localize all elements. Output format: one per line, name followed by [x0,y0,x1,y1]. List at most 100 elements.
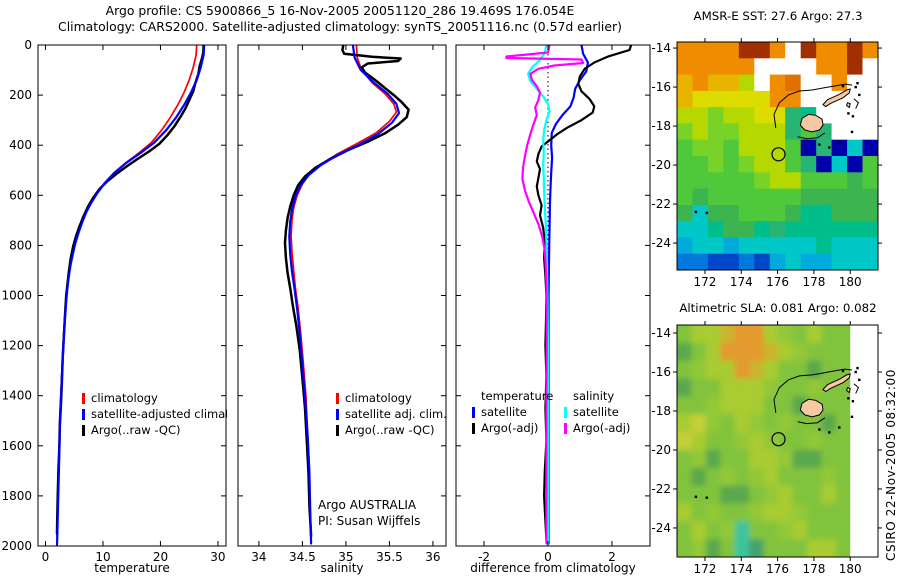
heatmap-cell [785,139,802,157]
sla-map-title: Altimetric SLA: 0.081 Argo: 0.082 [679,301,877,315]
heatmap-cell [723,188,740,206]
heatmap-cell [749,485,765,504]
heatmap-cell [800,74,817,92]
legend-label: satellite adj. clim. [345,407,447,421]
legend-header: temperature [481,389,554,403]
heatmap-cell [754,42,771,59]
island-vanua-levu [822,88,851,108]
heatmap-cell [831,237,848,255]
heatmap-cell [778,467,793,487]
legend-swatch-sal-argo [564,422,567,434]
argo-position-marker [771,432,786,447]
series-satellite-adjusted [55,45,206,546]
heatmap-cell [738,139,755,157]
heatmap-cell [754,253,771,270]
heatmap-cell [847,221,864,238]
heatmap-cell [806,360,822,380]
heatmap-cell [792,325,808,344]
legend-swatch-temp-satellite [472,406,475,418]
heatmap-cell [677,485,692,504]
heatmap-cell [792,414,808,433]
island-vanua-levu [822,373,851,393]
lat-tick-label: -24 [651,236,671,250]
x-tick-label: 30 [210,550,225,564]
lon-tick-label: 172 [694,562,717,576]
heatmap-cell [778,449,793,469]
heatmap-cell [785,123,802,141]
heatmap-cell [763,360,779,380]
island-viti-levu [799,113,824,133]
heatmap-cell [734,485,750,504]
depth-tick-label: 800 [9,238,32,252]
x-tick-label: 36 [425,550,440,564]
map2-map: 172 174 176 178 180 -14 -16 -18 -20 -22 -24 [651,321,882,576]
heatmap-cell [816,253,833,270]
heatmap-cell [692,139,709,157]
depth-tick-label: 400 [9,138,32,152]
temp-series-area [55,45,206,546]
heatmap-cell [677,188,694,206]
heatmap-cell [692,253,709,270]
heatmap-cell [692,204,709,222]
annotation-line2: PI: Susan Wijffels [318,513,421,528]
heatmap-cell [677,237,694,255]
heatmap-cell [754,188,771,206]
heatmap-cell [749,414,765,433]
islet-dot [847,112,850,115]
islet-dot [841,84,845,88]
heatmap-cell [800,221,817,238]
heatmap-cell [800,204,817,222]
heatmap-cell [847,204,864,222]
heatmap-cell [723,107,740,124]
heatmap-cell [723,253,740,270]
heatmap-cell [734,325,750,344]
heatmap-cell [738,90,755,108]
heatmap-cell [734,414,750,433]
sal-panel: 34 34.5 35 35.5 36 [237,44,447,564]
heatmap-cell [862,74,878,92]
sst-map-title: AMSR-E SST: 27.6 Argo: 27.3 [693,9,863,23]
depth-tick-label: 1000 [1,289,32,303]
heatmap-cell [821,467,837,487]
lat-tick-label: -14 [651,41,671,55]
heatmap-cell [754,90,771,108]
heatmap-cell [734,342,750,362]
temperature-axis-label: temperature [94,561,170,575]
legend-row: Argo(-adj) [472,420,553,436]
heatmap-cell [692,237,709,255]
heatmap-cell [831,221,848,238]
heatmap-cell [720,378,736,397]
heatmap-cell [821,432,837,451]
salinity-axis-label: salinity [320,561,364,575]
difference-legend-temperature: temperature satellite Argo(-adj) [472,388,553,436]
heatmap-cell [792,449,808,469]
islet-dot [828,146,831,149]
coast-outline-lau-outline [853,98,860,109]
heatmap-cell [806,539,822,557]
lat-tick-label: -14 [651,326,671,340]
heatmap-cell [778,414,793,433]
lat-tick-label: -16 [651,80,671,94]
heatmap-cell [785,237,802,255]
heatmap-cell [778,521,793,540]
temp-panel: 0 10 20 30 0 200 400 600 800 1000 1200 1400 1600 1800… [1,38,227,564]
depth-tick-label: 0 [24,38,32,52]
heatmap-cell [738,253,755,270]
x-tick-label: 2 [608,550,616,564]
heatmap-cell [816,156,833,173]
coast-outline-reef-arc-north [773,83,853,129]
heatmap-cell [677,467,692,487]
islet-dot [850,415,854,418]
x-tick-label: -2 [478,550,490,564]
heatmap-cell [677,42,694,59]
islet-dot [828,431,831,434]
heatmap-cell [677,360,692,380]
legend-swatch-temp-argo [472,422,475,434]
legend-row: climatology [336,390,447,406]
islet-dot [856,82,859,85]
heatmap-cell [720,396,736,415]
heatmap-cell [792,360,808,380]
heatmap-cell [723,139,740,157]
heatmap-cell [707,188,724,206]
heatmap-cell [806,378,822,397]
